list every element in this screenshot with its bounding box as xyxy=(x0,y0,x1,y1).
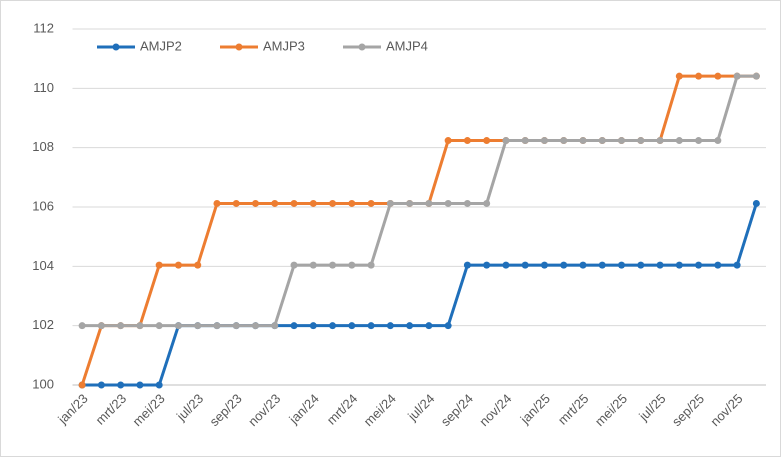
data-point xyxy=(618,261,626,269)
data-point xyxy=(386,322,394,330)
data-point xyxy=(174,261,182,269)
data-point xyxy=(752,72,760,80)
data-point xyxy=(406,322,414,330)
data-point xyxy=(502,261,510,269)
data-point xyxy=(656,261,664,269)
data-point xyxy=(252,322,260,330)
legend-marker xyxy=(112,43,120,51)
data-point xyxy=(232,199,240,207)
data-point xyxy=(78,381,86,389)
data-point xyxy=(444,322,452,330)
data-point xyxy=(444,199,452,207)
data-point xyxy=(675,72,683,80)
data-point xyxy=(579,261,587,269)
data-point xyxy=(521,261,529,269)
data-point xyxy=(348,199,356,207)
data-point xyxy=(695,72,703,80)
y-tick-label: 104 xyxy=(32,258,54,273)
data-point xyxy=(598,261,606,269)
data-point xyxy=(309,199,317,207)
data-point xyxy=(309,322,317,330)
data-point xyxy=(309,261,317,269)
data-point xyxy=(714,137,722,145)
data-point xyxy=(290,199,298,207)
data-point xyxy=(463,199,471,207)
data-point xyxy=(560,137,568,145)
data-point xyxy=(155,322,163,330)
data-point xyxy=(329,261,337,269)
data-point xyxy=(598,137,606,145)
y-tick-label: 102 xyxy=(32,317,54,332)
data-point xyxy=(271,199,279,207)
y-tick-label: 110 xyxy=(33,80,54,95)
data-point xyxy=(329,322,337,330)
data-point xyxy=(714,261,722,269)
data-point xyxy=(637,261,645,269)
data-point xyxy=(675,261,683,269)
y-tick-label: 100 xyxy=(32,376,54,391)
data-point xyxy=(367,261,375,269)
data-point xyxy=(695,261,703,269)
data-point xyxy=(444,137,452,145)
data-point xyxy=(117,322,125,330)
data-point xyxy=(425,322,433,330)
y-tick-label: 112 xyxy=(33,20,54,35)
data-point xyxy=(714,72,722,80)
data-point xyxy=(117,381,125,389)
data-point xyxy=(502,137,510,145)
data-point xyxy=(483,261,491,269)
data-point xyxy=(386,199,394,207)
data-point xyxy=(290,322,298,330)
data-point xyxy=(348,322,356,330)
data-point xyxy=(290,261,298,269)
data-point xyxy=(637,137,645,145)
data-point xyxy=(97,381,105,389)
data-point xyxy=(194,322,202,330)
data-point xyxy=(483,137,491,145)
data-point xyxy=(656,137,664,145)
data-point xyxy=(155,381,163,389)
data-point xyxy=(695,137,703,145)
legend-label: AMJP4 xyxy=(386,38,428,53)
data-point xyxy=(213,322,221,330)
legend-label: AMJP3 xyxy=(263,38,305,53)
data-point xyxy=(560,261,568,269)
data-point xyxy=(618,137,626,145)
data-point xyxy=(367,322,375,330)
data-point xyxy=(271,322,279,330)
data-point xyxy=(174,322,182,330)
y-tick-label: 106 xyxy=(32,198,54,213)
data-point xyxy=(425,199,433,207)
data-point xyxy=(194,261,202,269)
data-point xyxy=(136,322,144,330)
data-point xyxy=(540,261,548,269)
data-point xyxy=(136,381,144,389)
data-point xyxy=(733,72,741,80)
data-point xyxy=(213,199,221,207)
data-point xyxy=(78,322,86,330)
data-point xyxy=(348,261,356,269)
legend-marker xyxy=(358,43,366,51)
data-point xyxy=(155,261,163,269)
data-point xyxy=(97,322,105,330)
data-point xyxy=(675,137,683,145)
data-point xyxy=(521,137,529,145)
data-point xyxy=(367,199,375,207)
y-tick-label: 108 xyxy=(32,139,54,154)
data-point xyxy=(579,137,587,145)
data-point xyxy=(252,199,260,207)
data-point xyxy=(232,322,240,330)
data-point xyxy=(463,261,471,269)
legend-marker xyxy=(235,43,243,51)
data-point xyxy=(329,199,337,207)
legend-label: AMJP2 xyxy=(140,38,182,53)
data-point xyxy=(733,261,741,269)
data-point xyxy=(463,137,471,145)
data-point xyxy=(483,199,491,207)
data-point xyxy=(540,137,548,145)
data-point xyxy=(752,199,760,207)
data-point xyxy=(406,199,414,207)
